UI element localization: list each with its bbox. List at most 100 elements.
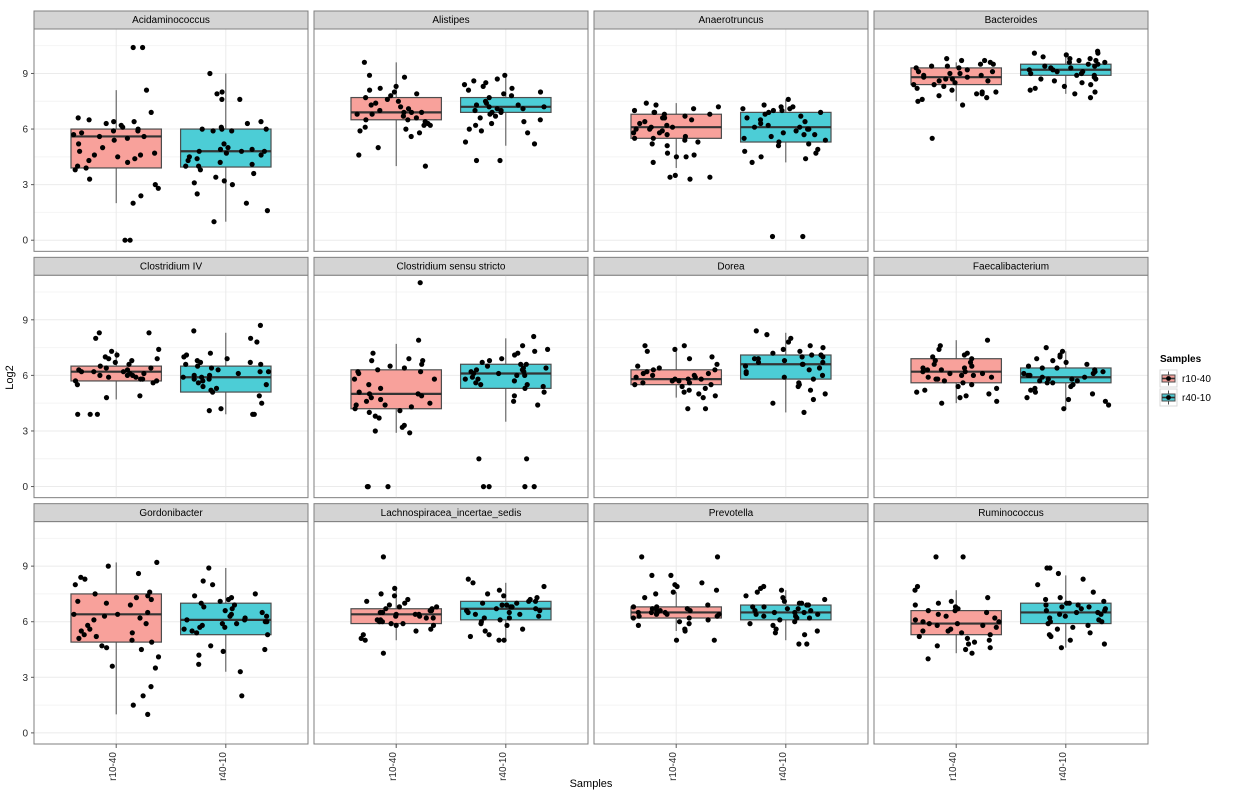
data-point (1061, 83, 1067, 89)
data-point (712, 393, 718, 399)
data-point (931, 361, 937, 367)
data-point (130, 200, 136, 206)
data-point (707, 174, 713, 180)
data-point (1040, 54, 1046, 60)
data-point (1035, 582, 1041, 588)
data-point (1074, 72, 1080, 78)
data-point (135, 570, 142, 577)
data-point (482, 628, 488, 634)
x-axis-tick-label: r10-40 (948, 752, 959, 781)
data-point (993, 624, 999, 630)
data-point (815, 611, 821, 617)
data-point (127, 237, 133, 243)
data-point (955, 383, 961, 390)
data-point (486, 358, 493, 364)
data-point (380, 554, 386, 560)
data-point (1057, 595, 1063, 601)
data-point (755, 356, 761, 362)
data-point (676, 378, 682, 384)
data-point (969, 382, 975, 388)
data-point (705, 617, 711, 623)
data-point (1087, 630, 1093, 636)
data-point (1079, 80, 1085, 86)
data-point (499, 356, 505, 362)
data-point (137, 393, 143, 399)
data-point (506, 609, 512, 616)
data-point (138, 193, 144, 199)
x-axis-tick-label: r40-10 (778, 752, 789, 781)
data-point (1028, 70, 1034, 77)
legend-point-icon (1166, 376, 1171, 381)
data-point (1058, 645, 1064, 651)
data-point (984, 609, 990, 616)
data-point (1085, 622, 1091, 629)
data-point (676, 619, 683, 625)
data-point (1050, 358, 1056, 364)
data-point (146, 330, 152, 336)
data-point (405, 596, 411, 603)
data-point (393, 83, 399, 89)
data-point (784, 606, 791, 612)
data-point (962, 369, 968, 375)
data-point (934, 643, 940, 649)
data-point (405, 117, 411, 123)
data-point (740, 106, 746, 112)
data-point (386, 602, 392, 608)
y-axis-tick-label: 3 (22, 673, 28, 684)
data-point (396, 604, 402, 610)
data-point (795, 606, 801, 612)
data-point (492, 113, 499, 119)
data-point (352, 406, 358, 412)
data-point (810, 376, 817, 382)
data-point (1028, 387, 1034, 393)
data-point (112, 359, 118, 365)
data-point (487, 111, 493, 117)
data-point (97, 363, 103, 369)
data-point (1069, 376, 1075, 382)
data-point (408, 133, 414, 140)
data-point (363, 95, 369, 101)
data-point (473, 367, 480, 373)
data-point (758, 154, 764, 160)
data-point (78, 369, 85, 375)
data-point (1043, 596, 1049, 603)
data-point (1032, 389, 1038, 395)
data-point (180, 374, 186, 380)
data-point (385, 484, 391, 490)
data-point (796, 600, 803, 606)
data-point (395, 98, 401, 104)
data-point (781, 358, 788, 364)
x-axis-tick-label: r10-40 (668, 752, 679, 781)
data-point (401, 74, 408, 80)
data-point (473, 380, 479, 386)
data-point (650, 367, 657, 373)
data-point (408, 404, 414, 410)
data-point (957, 395, 963, 401)
data-point (980, 622, 986, 629)
panel-background (313, 521, 589, 745)
data-point (224, 356, 230, 362)
data-point (257, 369, 263, 375)
data-point (99, 643, 105, 649)
data-point (100, 145, 106, 151)
data-point (129, 630, 135, 636)
data-point (75, 598, 81, 604)
data-point (537, 117, 543, 123)
data-point (208, 365, 215, 371)
legend-item[interactable]: r40-10 (1159, 388, 1211, 407)
x-axis-tick-label: r40-10 (498, 752, 509, 781)
data-point (110, 128, 117, 134)
data-point (707, 111, 713, 117)
data-point (397, 408, 403, 414)
data-point (808, 608, 814, 614)
legend-item[interactable]: r10-40 (1159, 369, 1211, 388)
data-point (257, 322, 263, 328)
data-point (133, 595, 139, 601)
data-point (478, 128, 484, 134)
data-point (935, 600, 942, 606)
data-point (76, 635, 82, 642)
data-point (961, 352, 968, 358)
data-point (96, 133, 103, 140)
data-point (650, 135, 656, 141)
